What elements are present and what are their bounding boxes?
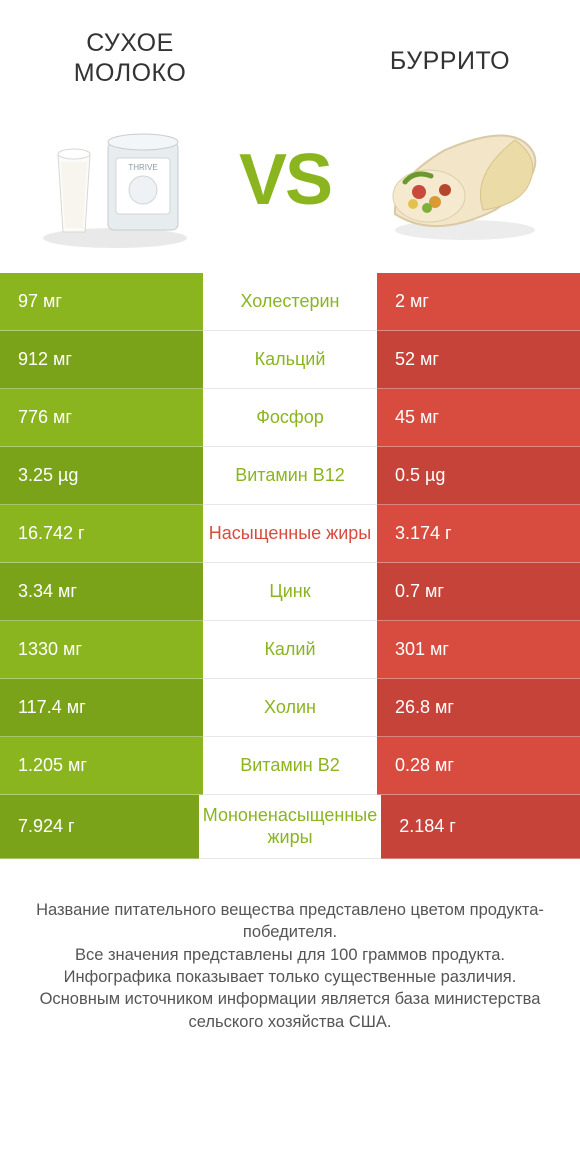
right-value: 45 мг — [377, 389, 580, 447]
footer-line: Все значения представлены для 100 граммо… — [24, 944, 556, 966]
footer-note: Название питательного вещества представл… — [0, 859, 580, 1033]
table-row: 1330 мгКалий301 мг — [0, 621, 580, 679]
nutrient-name: Кальций — [203, 331, 377, 389]
nutrient-name: Цинк — [203, 563, 377, 621]
left-value: 117.4 мг — [0, 679, 203, 737]
table-row: 3.25 µgВитамин B120.5 µg — [0, 447, 580, 505]
left-product-image: THRIVE — [30, 110, 195, 250]
left-value: 97 мг — [0, 273, 203, 331]
left-value: 3.34 мг — [0, 563, 203, 621]
table-row: 1.205 мгВитамин B20.28 мг — [0, 737, 580, 795]
table-row: 912 мгКальций52 мг — [0, 331, 580, 389]
table-row: 776 мгФосфор45 мг — [0, 389, 580, 447]
table-row: 97 мгХолестерин2 мг — [0, 273, 580, 331]
nutrient-name: Насыщенные жиры — [203, 505, 377, 563]
right-value: 301 мг — [377, 621, 580, 679]
footer-line: Название питательного вещества представл… — [24, 899, 556, 944]
svg-text:THRIVE: THRIVE — [128, 163, 157, 172]
left-product-title: СУХОЕ МОЛОКО — [30, 28, 230, 88]
left-value: 912 мг — [0, 331, 203, 389]
table-row: 16.742 гНасыщенные жиры3.174 г — [0, 505, 580, 563]
header: СУХОЕ МОЛОКО БУРРИТО — [0, 0, 580, 98]
nutrient-name: Мононенасыщенные жиры — [199, 795, 381, 859]
footer-line: Основным источником информации является … — [24, 988, 556, 1033]
footer-line: Инфографика показывает только существенн… — [24, 966, 556, 988]
right-product-title: БУРРИТО — [350, 28, 550, 76]
right-value: 26.8 мг — [377, 679, 580, 737]
right-value: 0.5 µg — [377, 447, 580, 505]
comparison-table: 97 мгХолестерин2 мг912 мгКальций52 мг776… — [0, 273, 580, 859]
left-value: 776 мг — [0, 389, 203, 447]
right-value: 2 мг — [377, 273, 580, 331]
nutrient-name: Холин — [203, 679, 377, 737]
left-value: 1.205 мг — [0, 737, 203, 795]
nutrient-name: Витамин B2 — [203, 737, 377, 795]
nutrient-name: Фосфор — [203, 389, 377, 447]
left-value: 1330 мг — [0, 621, 203, 679]
right-value: 52 мг — [377, 331, 580, 389]
left-value: 16.742 г — [0, 505, 203, 563]
left-value: 7.924 г — [0, 795, 199, 859]
table-row: 117.4 мгХолин26.8 мг — [0, 679, 580, 737]
nutrient-name: Холестерин — [203, 273, 377, 331]
nutrient-name: Витамин B12 — [203, 447, 377, 505]
left-value: 3.25 µg — [0, 447, 203, 505]
images-row: THRIVE VS — [0, 98, 580, 273]
table-row: 3.34 мгЦинк0.7 мг — [0, 563, 580, 621]
right-value: 0.28 мг — [377, 737, 580, 795]
right-product-image — [375, 110, 550, 250]
nutrient-name: Калий — [203, 621, 377, 679]
table-row: 7.924 гМононенасыщенные жиры2.184 г — [0, 795, 580, 859]
right-value: 2.184 г — [381, 795, 580, 859]
vs-label: VS — [239, 139, 331, 221]
right-value: 0.7 мг — [377, 563, 580, 621]
right-value: 3.174 г — [377, 505, 580, 563]
